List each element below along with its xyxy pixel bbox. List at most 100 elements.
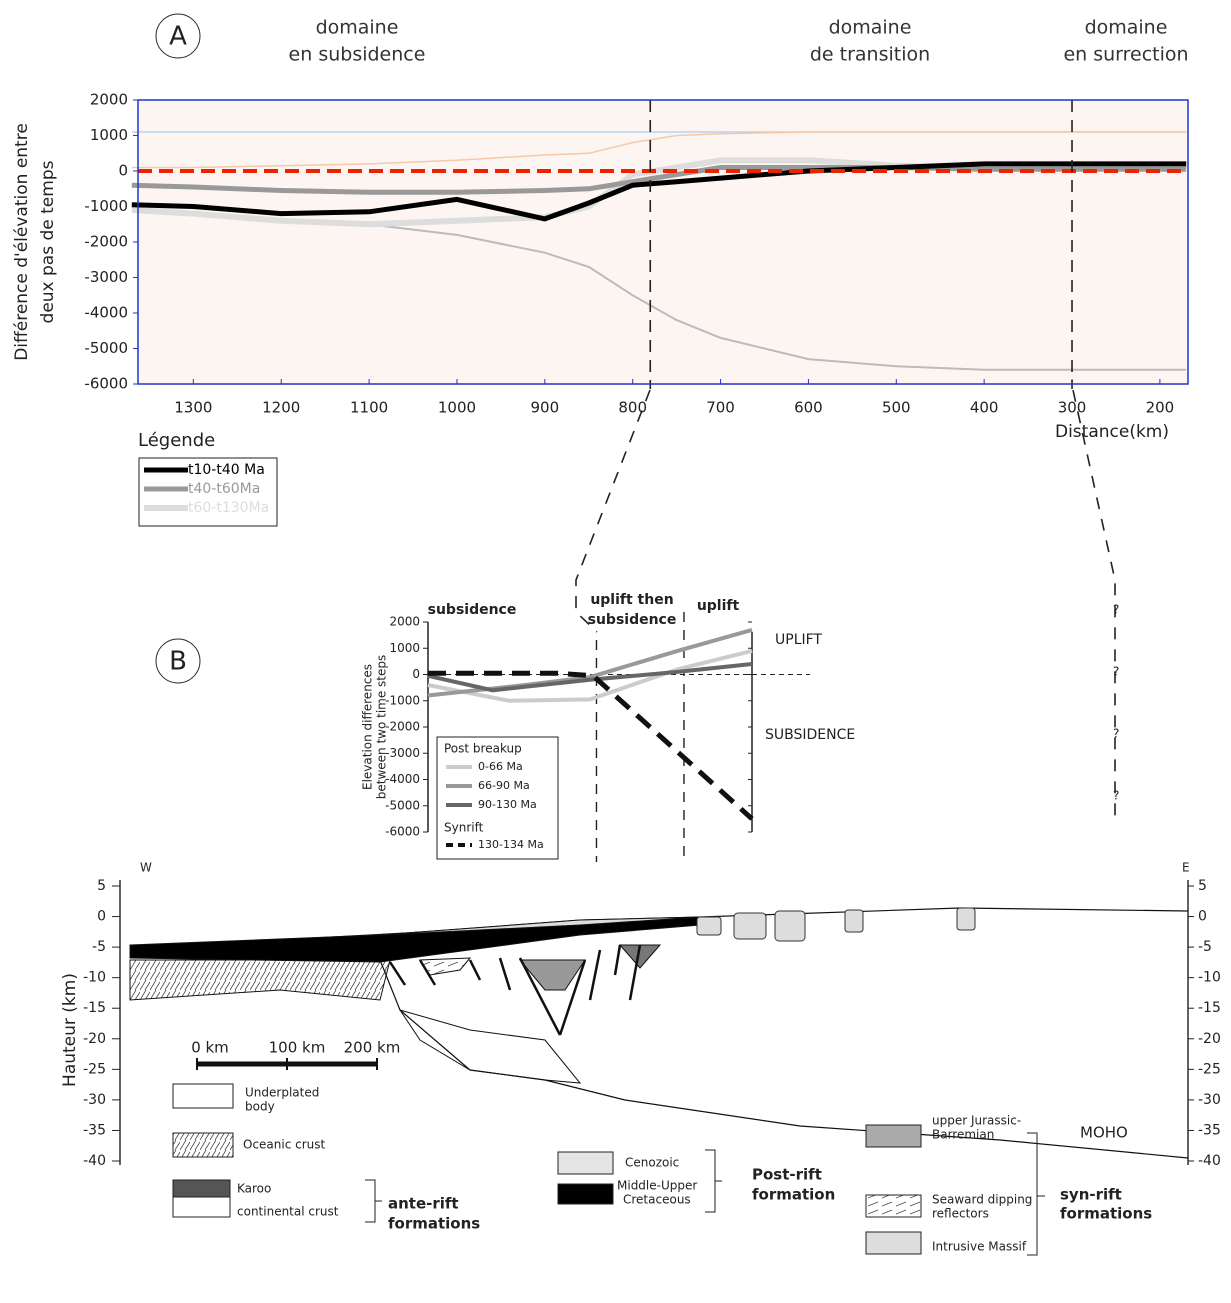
y-tick-label: -6000 [385,825,420,839]
legend-label: Middle-Upper [617,1179,697,1193]
legend-label: Seaward dipping [932,1193,1032,1207]
x-tick-label: 500 [882,399,911,417]
connector [575,389,1116,820]
legend-label: 66-90 Ma [478,779,530,792]
panel-circle [155,638,201,684]
x-tick-label: 600 [794,399,823,417]
header: domaine [829,17,912,39]
plot-area [138,100,1188,384]
legend-label: t10-t40 Ma [188,462,265,478]
x-tick-label: 1100 [350,399,388,417]
header: domaine [1085,17,1168,39]
legend-group: syn-rift [1060,1186,1122,1204]
x-tick-label: 400 [970,399,999,417]
east-label: E [1182,861,1190,875]
x-tick-label: 1000 [438,399,476,417]
header: subsidence [428,602,517,618]
legend-label: t60-t130Ma [188,500,269,516]
y-tick-label: -6000 [84,375,128,393]
legend-label: Cenozoic [625,1156,679,1170]
y-tick-label: 1000 [389,641,420,655]
legend-label: Karoo [237,1182,271,1196]
y-tick-label: -40 [1198,1153,1221,1169]
legend-label: reflectors [932,1207,989,1221]
legend-label: Underplated [245,1086,319,1100]
question-mark: ? [1113,727,1119,741]
header: uplift [697,598,740,614]
legend-label: Cretaceous [623,1193,691,1207]
y-tick-label: -20 [1198,1031,1221,1047]
section-legend [172,1083,1045,1256]
y-tick-label: -2000 [385,720,420,734]
y-tick-label: -5 [1198,939,1212,955]
panel-circle [155,13,201,59]
question-mark: ? [1113,603,1119,617]
plot-frame [137,99,1189,385]
y-tick-label: 5 [1198,878,1207,894]
panel-label: A [169,22,187,52]
y-tick-label: -1000 [385,693,420,707]
series-line [131,131,1187,169]
x-tick-label: 1300 [174,399,212,417]
legend-label: 0-66 Ma [478,760,523,773]
legend-label: Intrusive Massif [932,1240,1027,1254]
y-label: Elevation differences [361,664,375,790]
legend-label: 90-130 Ma [478,798,537,811]
y-tick-label: -1000 [84,197,128,215]
legend-group: formations [388,1215,480,1233]
legend-group: formation [752,1186,835,1204]
west-label: W [140,861,152,875]
x-tick-label: 900 [530,399,559,417]
legend-group: Post-rift [752,1166,822,1184]
y-tick-label: 0 [97,909,106,925]
series-line [427,662,753,693]
y-tick-label: -10 [83,970,106,986]
annotation: UPLIFT [775,632,822,648]
y-tick-label: -25 [83,1061,106,1077]
y-tick-label: 0 [1198,909,1207,925]
y-tick-label: -10 [1198,970,1221,986]
series-line [428,670,754,821]
legend-group: formations [1060,1205,1152,1223]
y-tick-label: -5000 [385,798,420,812]
y-tick-label: -4000 [385,772,420,786]
legend-group: Synrift [444,821,484,835]
y-tick-label: -20 [83,1031,106,1047]
y-tick-label: -30 [1198,1092,1221,1108]
series-line [427,648,753,703]
question-mark: ? [1113,789,1119,803]
legend-label: body [245,1100,275,1114]
legend-box [436,736,559,860]
cross-section [119,880,1189,1165]
legend-label: 130-134 Ma [478,838,544,851]
legend-title: Légende [138,430,215,451]
y-tick-label: -35 [83,1122,106,1138]
x-tick-label: 800 [618,399,647,417]
x-tick-label: 1200 [262,399,300,417]
annotation: SUBSIDENCE [765,727,855,743]
header: en surrection [1063,44,1188,66]
x-tick-label: 200 [1146,399,1175,417]
series-line [131,161,1187,222]
y-tick-label: -35 [1198,1122,1221,1138]
question-mark: ? [1113,665,1119,679]
x-tick-label: 300 [1058,399,1087,417]
header: en subsidence [289,44,426,66]
scale-label: 0 km [191,1039,229,1057]
x-label: Distance(km) [1055,422,1169,442]
scale-label: 100 km [269,1039,326,1057]
y-tick-label: -25 [1198,1061,1221,1077]
moho-label: MOHO [1080,1124,1128,1142]
legend-label: Barremian [932,1128,994,1142]
y-label: deux pas de temps [38,160,58,323]
header: subsidence [588,612,677,628]
y-tick-label: 1000 [90,126,128,144]
series-line [131,165,1187,195]
panel-label: B [169,647,187,677]
y-tick-label: -15 [83,1000,106,1016]
x-tick-label: 700 [706,399,735,417]
header: uplift then [590,592,673,608]
y-tick-label: 5 [97,878,106,894]
header: domaine [316,17,399,39]
